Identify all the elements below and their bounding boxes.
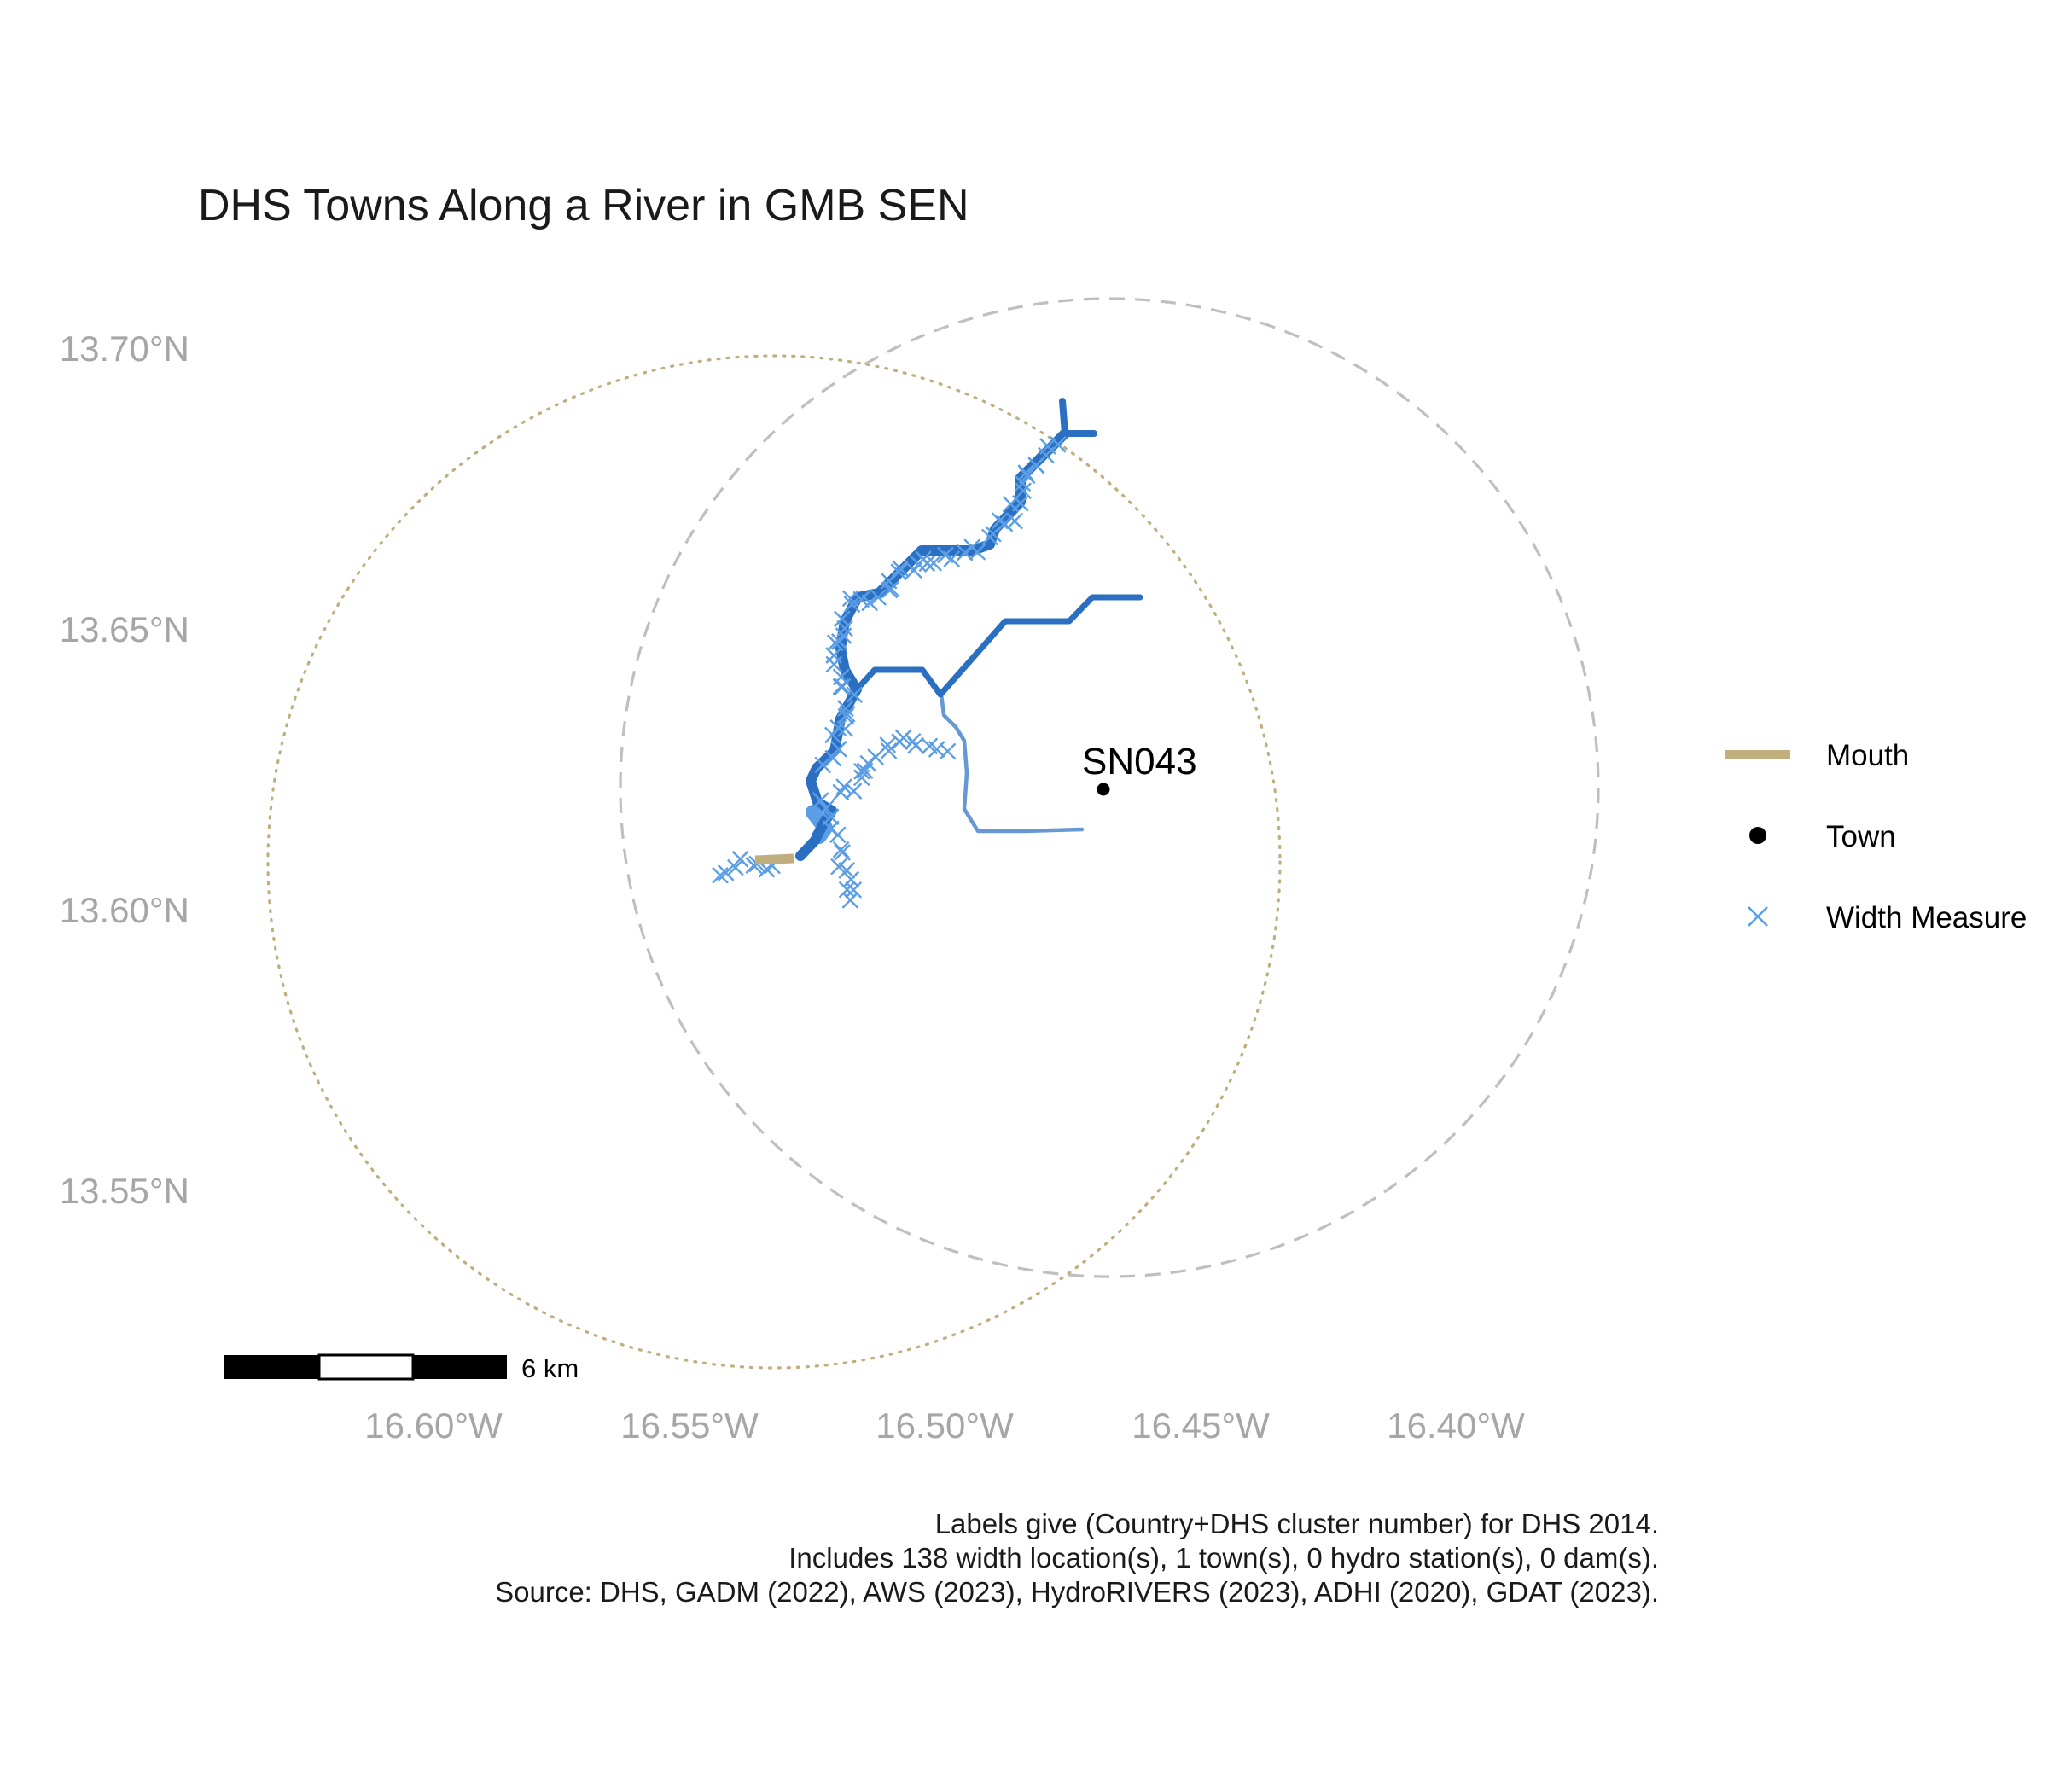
- width-measure-cross: [870, 589, 887, 606]
- width-measure-cross: [842, 870, 860, 888]
- caption-line-1: Labels give (Country+DHS cluster number)…: [935, 1508, 1659, 1539]
- width-measure-cross: [845, 783, 863, 800]
- caption-line-3: Source: DHS, GADM (2022), AWS (2023), Hy…: [495, 1576, 1659, 1608]
- legend: Mouth Town Width Measure: [1725, 739, 2027, 934]
- width-measure-cross: [956, 544, 974, 561]
- width-measure-cross: [836, 620, 853, 637]
- width-measure-cross: [837, 700, 854, 718]
- width-measure-cross: [1002, 495, 1020, 513]
- width-measure-cross: [843, 596, 861, 614]
- lon-label-0: 16.60°W: [364, 1405, 503, 1446]
- width-measure-cross: [861, 594, 878, 612]
- width-measure-cross: [834, 844, 851, 861]
- width-measure-cross: [846, 686, 864, 704]
- width-measure-cross: [841, 590, 859, 608]
- width-measure-cross: [838, 862, 856, 879]
- lat-label-3: 13.55°N: [60, 1171, 189, 1211]
- buffer-circle-dashed: [619, 297, 1600, 1278]
- width-measure-cross: [832, 678, 850, 695]
- width-measure-cross: [845, 881, 863, 899]
- width-measure-cross: [712, 866, 729, 884]
- width-measure-cross: [907, 736, 924, 754]
- width-measure-cross: [823, 726, 841, 744]
- width-measure-cross: [832, 841, 850, 858]
- river-branch-east: [853, 594, 1143, 698]
- river-mouth: [754, 853, 794, 865]
- width-measure-cross: [836, 720, 854, 738]
- lat-label-0: 13.70°N: [60, 329, 189, 369]
- town-label: SN043: [1082, 741, 1197, 783]
- width-measure-cross: [830, 633, 848, 650]
- width-measure-cross: [830, 740, 847, 758]
- lon-label-3: 16.45°W: [1132, 1405, 1270, 1446]
- width-measure-cross: [824, 749, 842, 767]
- width-measure-cross: [832, 783, 850, 801]
- width-measure-cross: [837, 707, 855, 725]
- legend-width-cross-symbol: [1748, 906, 1768, 927]
- legend-label-width-measure: Width Measure: [1826, 901, 2027, 934]
- width-measure-cross: [834, 678, 852, 695]
- lon-label-1: 16.55°W: [620, 1405, 759, 1446]
- width-measure-cross: [853, 762, 870, 780]
- width-measure-cross: [841, 891, 859, 909]
- town-point: [1097, 783, 1110, 796]
- width-measure-cross: [1018, 467, 1036, 485]
- width-measure-cross: [879, 736, 897, 753]
- width-measure-cross: [822, 808, 840, 826]
- scale-bar: 6 km: [224, 1353, 579, 1383]
- width-measure-cross: [1017, 464, 1035, 481]
- width-measure-cross: [905, 561, 922, 579]
- width-measure-cross: [731, 850, 749, 868]
- width-measure-cross: [939, 742, 957, 760]
- width-measure-cross: [981, 528, 998, 546]
- width-measure-cross: [937, 546, 954, 564]
- river-headwater: [1059, 398, 1068, 437]
- caption-line-2: Includes 138 width location(s), 1 town(s…: [788, 1542, 1659, 1574]
- map-title: DHS Towns Along a River in GMB SEN: [198, 181, 969, 230]
- width-measure-cross: [838, 881, 856, 899]
- width-measure-layer: [712, 436, 1067, 909]
- width-measure-cross: [829, 826, 847, 844]
- width-measure-cross: [1006, 512, 1023, 530]
- width-measure-cross: [991, 512, 1009, 530]
- width-measure-cross: [727, 858, 744, 876]
- width-measure-cross: [880, 742, 898, 759]
- lat-label-1: 13.65°N: [60, 609, 189, 649]
- width-measure-cross: [825, 655, 843, 673]
- legend-town-symbol: [1749, 827, 1766, 844]
- lat-label-2: 13.60°N: [60, 890, 189, 930]
- width-measure-cross: [881, 581, 899, 599]
- legend-label-mouth: Mouth: [1826, 739, 1909, 772]
- width-measure-cross: [925, 554, 942, 572]
- legend-label-town: Town: [1826, 820, 1896, 853]
- width-measure-cross: [717, 864, 735, 881]
- scale-bar-label: 6 km: [521, 1353, 579, 1383]
- width-measure-cross: [835, 778, 852, 795]
- width-measure-cross: [814, 756, 832, 774]
- width-measure-cross: [817, 800, 835, 817]
- width-measure-cross: [829, 719, 847, 736]
- lon-label-4: 16.40°W: [1387, 1405, 1525, 1446]
- width-measure-cross: [1014, 474, 1032, 492]
- river-branch-light: [939, 691, 1085, 834]
- lon-label-2: 16.50°W: [876, 1405, 1014, 1446]
- width-measure-cross: [963, 538, 981, 556]
- width-measure-cross: [894, 729, 912, 747]
- width-measure-cross: [833, 610, 851, 628]
- buffer-circle-dotted: [266, 354, 1282, 1370]
